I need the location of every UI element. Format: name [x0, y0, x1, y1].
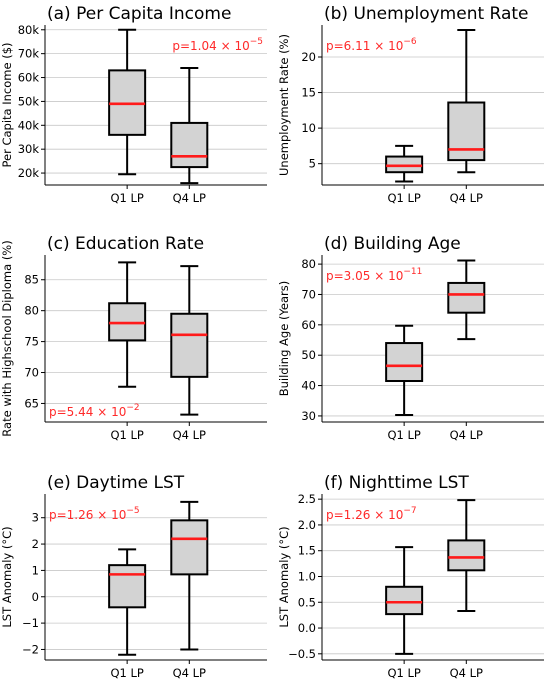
y-tick-label: 40	[301, 379, 316, 393]
y-tick-label: 85	[24, 273, 39, 287]
box-q1-lp	[385, 546, 424, 655]
y-tick-label: 20k	[18, 166, 40, 180]
y-tick-label: 50	[301, 348, 316, 362]
p-value-label: p=1.26 × 10−7	[326, 506, 417, 522]
y-tick-label: 60k	[18, 71, 40, 85]
iqr-box	[108, 564, 147, 609]
y-tick-label: 10	[301, 121, 316, 135]
x-tick-label: Q4 LP	[450, 428, 483, 442]
x-tick-label: Q4 LP	[173, 666, 206, 679]
y-tick-label: −2	[22, 642, 39, 656]
y-tick-label: 40k	[18, 118, 40, 132]
x-tick-label: Q4 LP	[173, 191, 206, 205]
x-tick-label: Q1 LP	[387, 666, 420, 679]
y-tick-label: 80k	[18, 23, 40, 37]
y-tick-label: 80	[301, 257, 316, 271]
panel-title: (a) Per Capita Income	[47, 4, 231, 24]
box-q4-lp	[170, 500, 209, 651]
box-q1-lp	[385, 324, 424, 417]
panel-title: (f) Nighttime LST	[324, 473, 469, 493]
x-tick-label: Q1 LP	[387, 428, 420, 442]
y-tick-label: −1	[22, 616, 39, 630]
p-value-label: p=6.11 × 10−6	[326, 37, 417, 53]
y-axis-label: Rate with Highschool Diploma (%)	[0, 240, 14, 436]
box-q1-lp	[108, 28, 147, 176]
p-value-label: p=3.05 × 10−11	[326, 267, 422, 283]
iqr-box	[170, 121, 209, 169]
panel-5: −2 −1 0 1 2 3 Q1 LP Q4 LP (e) Daytime LST LST Ano…	[0, 473, 267, 679]
iqr-box	[170, 312, 209, 378]
y-tick-label: 60	[301, 318, 316, 332]
y-tick-label: 0.5	[298, 595, 316, 609]
y-tick-label: 30	[301, 409, 316, 423]
y-tick-label: 1	[32, 563, 39, 577]
panel-title: (b) Unemployment Rate	[324, 4, 529, 24]
y-tick-label: 30k	[18, 142, 40, 156]
box-q1-lp	[108, 548, 147, 656]
box-q4-lp	[170, 265, 209, 416]
y-axis-label: LST Anomaly (°C)	[0, 526, 14, 627]
p-value-label: p=1.26 × 10−5	[49, 506, 140, 522]
panel-4: 30 40 50 60 70 80 Q1 LP Q4 LP (d) Building Age Bu…	[277, 234, 544, 442]
iqr-box	[447, 281, 486, 314]
y-tick-label: 15	[301, 86, 316, 100]
panel-title: (c) Education Rate	[47, 234, 204, 254]
y-tick-label: 1.0	[298, 569, 316, 583]
y-tick-label: 3	[32, 511, 39, 525]
y-tick-label: 5	[309, 157, 316, 171]
panel-title: (e) Daytime LST	[47, 473, 185, 493]
y-tick-label: 70k	[18, 47, 40, 61]
y-tick-label: 2.0	[298, 518, 316, 532]
iqr-box	[385, 155, 424, 174]
iqr-box	[385, 342, 424, 383]
panel-3: 65 70 75 80 85 Q1 LP Q4 LP (c) Education Rate Ra…	[0, 234, 267, 442]
box-q1-lp	[385, 144, 424, 183]
iqr-box	[447, 101, 486, 162]
p-value-label: p=5.44 × 10−2	[49, 403, 140, 419]
y-tick-label: 2.5	[298, 492, 316, 506]
iqr-box	[385, 585, 424, 616]
panel-1: 20k 30k 40k 50k 60k 70k 80k Q1 LP Q4 LP (a) Per C…	[0, 4, 267, 205]
box-q4-lp	[447, 259, 486, 341]
y-axis-label: Building Age (Years)	[277, 281, 291, 397]
y-tick-label: 20	[301, 50, 316, 64]
y-tick-label: 50k	[18, 94, 40, 108]
y-tick-label: 70	[301, 287, 316, 301]
y-axis-label: Per Capita Income ($)	[0, 42, 14, 167]
y-axis-label: LST Anomaly (°C)	[277, 526, 291, 627]
y-tick-label: 70	[24, 366, 39, 380]
panel-title: (d) Building Age	[324, 234, 461, 254]
y-tick-label: 0	[32, 590, 39, 604]
iqr-box	[447, 539, 486, 572]
y-tick-label: 75	[24, 335, 39, 349]
y-tick-label: −0.5	[288, 647, 316, 661]
x-tick-label: Q1 LP	[110, 428, 143, 442]
p-value-label: p=1.04 × 10−5	[172, 37, 263, 53]
y-tick-label: 0.0	[298, 621, 316, 635]
box-q4-lp	[447, 499, 486, 613]
x-tick-label: Q4 LP	[450, 666, 483, 679]
y-tick-label: 80	[24, 304, 39, 318]
panel-6: −0.5 0.0 0.5 1.0 1.5 2.0 2.5 Q1 LP Q4 LP (f) Nigh…	[277, 473, 544, 679]
x-tick-label: Q1 LP	[387, 191, 420, 205]
box-q4-lp	[447, 28, 486, 174]
x-tick-label: Q1 LP	[110, 666, 143, 679]
y-tick-label: 2	[32, 537, 39, 551]
x-tick-label: Q4 LP	[173, 428, 206, 442]
y-axis-label: Unemployment Rate (%)	[277, 34, 291, 176]
panel-2: 5 10 15 20 Q1 LP Q4 LP (b) Unemployment Rate Un…	[277, 4, 544, 205]
y-tick-label: 65	[24, 396, 39, 410]
box-q1-lp	[108, 261, 147, 388]
x-tick-label: Q1 LP	[110, 191, 143, 205]
y-tick-label: 1.5	[298, 544, 316, 558]
iqr-box	[170, 519, 209, 576]
x-tick-label: Q4 LP	[450, 191, 483, 205]
box-q4-lp	[170, 66, 209, 185]
